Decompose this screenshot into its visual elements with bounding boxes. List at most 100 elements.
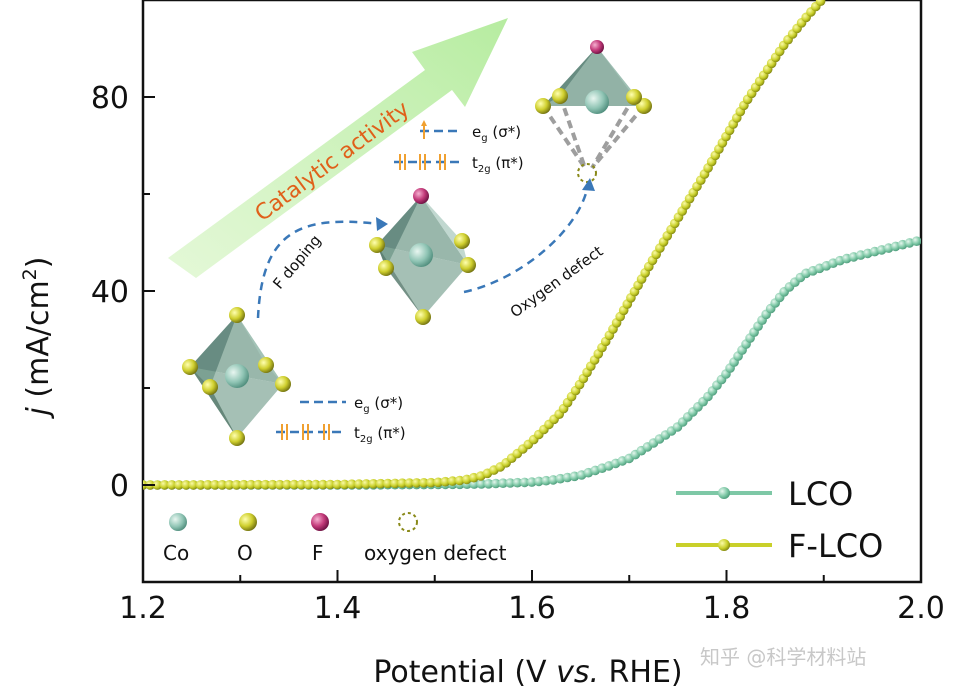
- oxygen-defect-label: Oxygen defect: [507, 242, 607, 321]
- data-point-flco: [411, 478, 422, 488]
- data-point-flco: [354, 479, 364, 489]
- f-atom-icon: [311, 513, 329, 531]
- data-point-flco: [339, 479, 350, 490]
- y-tick-label: 0: [110, 469, 129, 504]
- data-point-lco: [527, 477, 537, 487]
- co-atom-icon: [169, 513, 187, 531]
- data-point-lco: [555, 473, 566, 484]
- orbital-diagram-top: eg (σ*) t2g (π*): [394, 120, 524, 175]
- oxygen-defect-icon: [398, 512, 418, 532]
- y-axis-title: j (mA/cm2): [19, 257, 56, 420]
- legend-marker-lco: [718, 487, 730, 499]
- data-point-flco: [375, 478, 386, 489]
- data-point-flco: [433, 477, 444, 488]
- atom-legend-o: O: [237, 541, 253, 565]
- data-point-flco: [347, 479, 357, 490]
- series-flco: [143, 0, 826, 490]
- data-point-flco: [246, 479, 256, 490]
- data-point-flco: [203, 480, 213, 490]
- data-point-flco: [368, 479, 379, 489]
- data-point-flco: [195, 480, 206, 490]
- data-point-flco: [210, 480, 220, 490]
- data-point-flco: [815, 0, 826, 6]
- x-axis: 1.2 1.4 1.6 1.8 2.0: [119, 570, 945, 626]
- legend-marker-flco: [718, 539, 730, 551]
- data-point-flco: [303, 479, 314, 490]
- x-axis-title: Potential (V vs. RHE): [373, 655, 682, 690]
- data-point-lco: [541, 475, 551, 486]
- data-point-flco: [224, 480, 235, 490]
- data-point-lco: [911, 236, 921, 246]
- y-tick-label: 40: [91, 275, 129, 310]
- svg-text:eg (σ*): eg (σ*): [354, 394, 403, 415]
- svg-text:t2g (π*): t2g (π*): [354, 424, 406, 445]
- data-point-flco: [260, 479, 271, 490]
- data-point-flco: [296, 479, 307, 490]
- data-point-lco: [519, 477, 530, 488]
- data-point-flco: [426, 477, 436, 488]
- data-point-flco: [325, 479, 336, 490]
- series-legend: LCO F-LCO: [676, 475, 883, 565]
- data-point-lco: [476, 479, 487, 489]
- atom-legend-f: F: [312, 541, 324, 565]
- data-point-lco: [505, 478, 515, 488]
- data-point-flco: [239, 479, 249, 490]
- data-point-flco: [447, 476, 458, 486]
- x-tick-label: 1.4: [314, 591, 362, 626]
- data-point-flco: [231, 480, 242, 490]
- data-point-flco: [419, 478, 429, 488]
- data-point-flco: [454, 475, 465, 486]
- atom-legend-defect: oxygen defect: [364, 541, 507, 565]
- data-point-flco: [390, 478, 400, 489]
- data-point-lco: [562, 472, 573, 483]
- atom-legend-co: Co: [163, 541, 189, 565]
- data-point-flco: [152, 480, 163, 490]
- data-point-lco: [498, 478, 508, 489]
- data-point-flco: [361, 479, 372, 489]
- data-point-flco: [440, 476, 451, 487]
- x-tick-label: 2.0: [897, 591, 945, 626]
- o-atom-icon: [239, 513, 257, 531]
- data-point-flco: [181, 480, 191, 490]
- inset-flco-octahedron: [362, 185, 482, 325]
- data-point-flco: [282, 479, 292, 490]
- legend-label-flco: F-LCO: [788, 527, 883, 565]
- data-point-lco: [512, 477, 523, 488]
- watermark: 知乎 @科学材料站: [700, 645, 866, 669]
- data-point-flco: [289, 479, 300, 490]
- y-tick-label: 80: [91, 81, 129, 116]
- svg-text:eg (σ*): eg (σ*): [472, 123, 521, 144]
- f-doping-label: F doping: [269, 231, 324, 292]
- data-point-flco: [332, 479, 343, 490]
- data-point-flco: [267, 479, 278, 490]
- data-point-flco: [167, 480, 177, 490]
- inset-lco-octahedron: [172, 305, 300, 450]
- legend-label-lco: LCO: [788, 475, 853, 513]
- x-tick-label: 1.8: [703, 591, 751, 626]
- data-point-lco: [569, 471, 580, 482]
- data-point-lco: [491, 478, 501, 489]
- data-point-flco: [159, 480, 170, 490]
- data-point-flco: [275, 479, 285, 490]
- data-point-flco: [188, 480, 199, 490]
- data-point-flco: [311, 479, 321, 490]
- x-tick-label: 1.2: [119, 591, 167, 626]
- svg-text:t2g (π*): t2g (π*): [472, 154, 524, 175]
- data-point-flco: [174, 480, 184, 490]
- orbital-diagram-bottom: eg (σ*) t2g (π*): [276, 394, 406, 445]
- data-point-flco: [383, 478, 393, 489]
- data-point-flco: [404, 478, 415, 488]
- data-point-flco: [397, 478, 408, 489]
- data-point-lco: [534, 476, 544, 487]
- series-layer: [143, 0, 921, 490]
- atom-legend: Co O F oxygen defect: [163, 512, 507, 565]
- data-point-lco: [548, 475, 558, 485]
- y-axis: 0 40 80: [91, 0, 155, 583]
- data-point-lco: [483, 479, 494, 489]
- x-tick-label: 1.6: [508, 591, 556, 626]
- data-point-flco: [253, 479, 263, 490]
- data-point-flco: [217, 480, 227, 490]
- inset-defect-octahedron: [528, 37, 652, 183]
- data-point-flco: [318, 479, 328, 490]
